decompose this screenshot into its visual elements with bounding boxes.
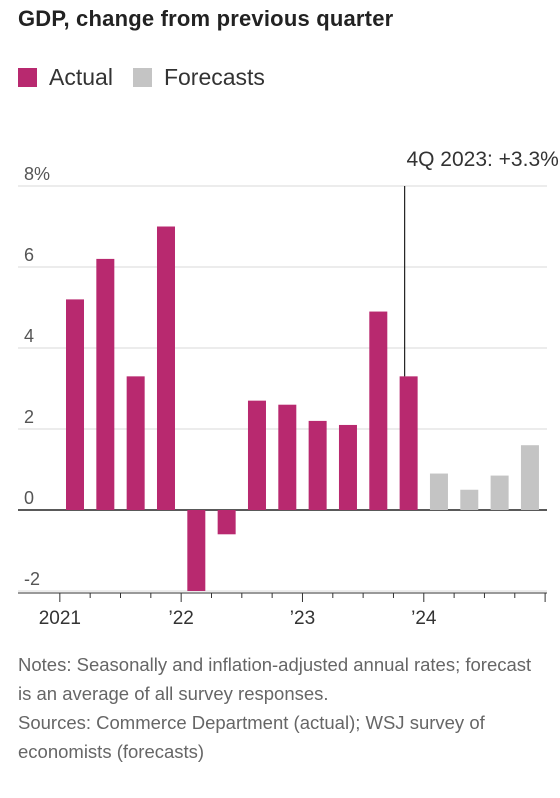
bar-forecast (429, 473, 448, 510)
x-tick-label: 2021 (39, 608, 81, 629)
footnotes: Notes: Seasonally and inflation-adjusted… (18, 650, 548, 766)
bar-actual (308, 420, 327, 510)
y-tick-label: 4 (24, 326, 34, 346)
bar-chart: 2021 ’22 ’23 ’24 -2 0 2 4 6 8% 4Q 2023: +3.3% (18, 148, 559, 629)
sources-text: Sources: Commerce Department (actual); W… (18, 712, 485, 762)
chart-title: GDP, change from previous quarter (18, 6, 394, 31)
legend-swatch-actual (18, 68, 37, 87)
y-axis: -2 0 2 4 6 8% (24, 164, 50, 589)
bar-forecast (490, 475, 509, 510)
bar-actual (156, 226, 175, 510)
legend-item-forecasts: Forecasts (132, 64, 265, 91)
legend-swatch-forecasts (132, 68, 152, 87)
bar-actual (187, 510, 206, 591)
notes-text: Notes: Seasonally and inflation-adjusted… (18, 654, 532, 704)
bars (66, 226, 539, 591)
legend: Actual Forecasts (18, 64, 285, 91)
legend-item-actual: Actual (18, 64, 113, 91)
annotation: 4Q 2023: +3.3% (404, 148, 559, 377)
bar-forecast (520, 445, 539, 510)
y-tick-label: 6 (24, 245, 34, 265)
bar-actual (66, 299, 84, 510)
bar-actual (399, 376, 418, 510)
x-tick-label: ’22 (168, 608, 193, 629)
x-axis: 2021 ’22 ’23 ’24 (18, 592, 547, 629)
y-tick-label: 2 (24, 407, 34, 427)
bar-actual (96, 258, 115, 510)
bar-actual (247, 400, 266, 510)
bar-forecast (460, 489, 479, 510)
x-tick-label: ’24 (411, 608, 437, 629)
y-tick-label: -2 (24, 569, 40, 589)
y-tick-label: 0 (24, 488, 34, 508)
bar-actual (217, 510, 236, 535)
annotation-label: 4Q 2023: +3.3% (406, 148, 558, 171)
legend-label-actual: Actual (49, 64, 113, 90)
bar-actual (126, 376, 145, 510)
legend-label-forecasts: Forecasts (163, 64, 265, 90)
bar-actual (278, 404, 297, 510)
bar-actual (369, 311, 388, 510)
bar-actual (338, 424, 357, 510)
y-tick-label: 8% (24, 164, 50, 184)
x-tick-label: ’23 (290, 608, 315, 629)
